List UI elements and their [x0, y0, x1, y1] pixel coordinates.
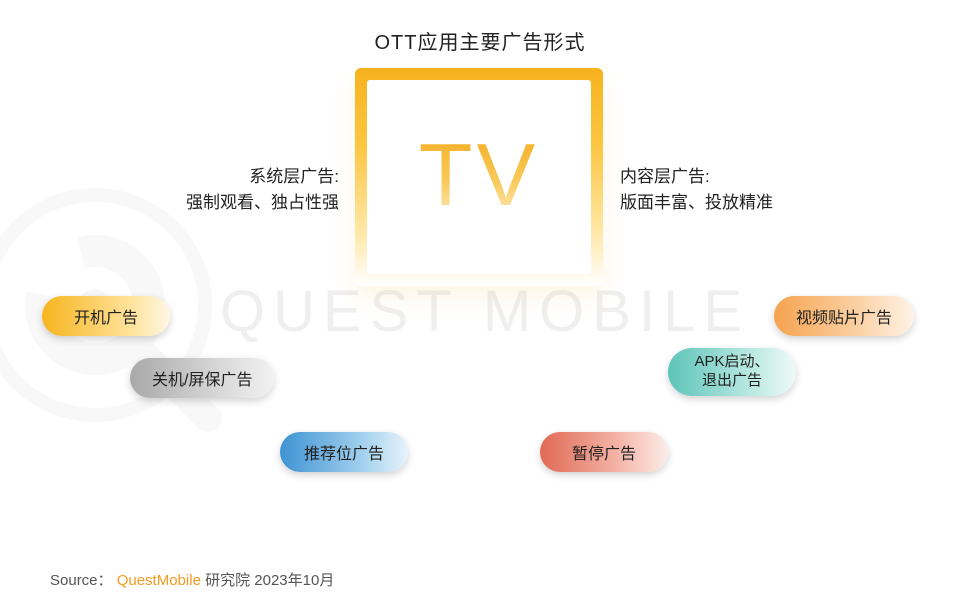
pill-apk-ad: APK启动、 退出广告 [668, 348, 796, 396]
watermark-text: QUEST MOBILE [220, 278, 750, 345]
pill-boot-ad: 开机广告 [42, 296, 170, 336]
content-layer-desc: 内容层广告: 版面丰富、投放精准 [620, 164, 870, 217]
pill-shutdown-ad: 关机/屏保广告 [130, 358, 274, 398]
source-prefix: Source： [50, 572, 113, 589]
source-brand: QuestMobile [117, 572, 201, 589]
pill-apk-line1: APK启动、 [694, 353, 769, 370]
diagram-canvas: QUEST MOBILE OTT应用主要广告形式 TV 系统层广告: 强制观看、… [0, 0, 960, 616]
pill-apk-line2: 退出广告 [702, 372, 762, 389]
tv-icon: TV [355, 68, 603, 286]
system-layer-desc: 系统层广告: 强制观看、独占性强 [129, 164, 339, 217]
system-layer-body: 强制观看、独占性强 [186, 193, 339, 212]
pill-recommend-ad: 推荐位广告 [280, 432, 408, 472]
pill-video-patch-ad: 视频贴片广告 [774, 296, 914, 336]
page-title: OTT应用主要广告形式 [0, 26, 960, 55]
source-line: Source： QuestMobile 研究院 2023年10月 [50, 569, 334, 590]
source-suffix: 研究院 2023年10月 [205, 572, 334, 589]
content-layer-body: 版面丰富、投放精准 [620, 193, 773, 212]
pill-pause-ad: 暂停广告 [540, 432, 668, 472]
system-layer-title: 系统层广告: [249, 167, 339, 186]
tv-label: TV [419, 124, 539, 226]
content-layer-title: 内容层广告: [620, 167, 710, 186]
